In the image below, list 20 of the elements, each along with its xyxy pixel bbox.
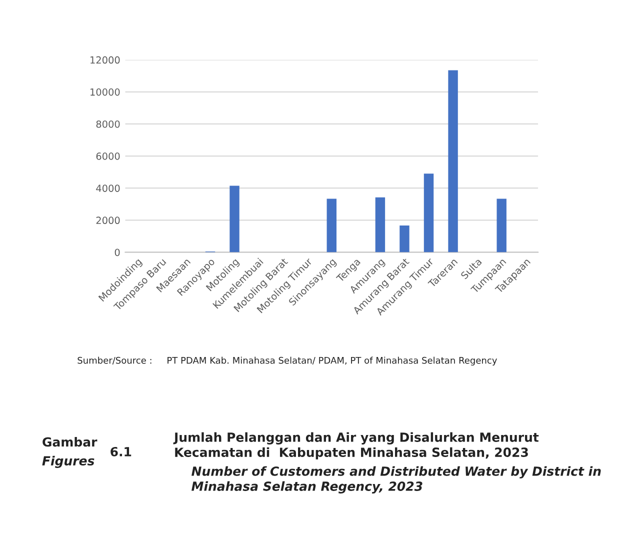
bar	[400, 225, 410, 252]
text: Jumlah Pelanggan dan Air yang Disalurkan Menurut Kecamatan di Kabupaten Minahasa Selatan, 2023	[173, 432, 539, 460]
text: Gambar	[42, 437, 98, 447]
bar	[496, 198, 506, 252]
y-tick-label: 0	[114, 248, 120, 256]
text: 6.1	[110, 446, 132, 456]
bar	[326, 198, 336, 252]
text: Sumber/Source : PT PDAM Kab. Minahasa Selatan/ PDAM, PT of Minahasa Selatan Regency	[78, 356, 497, 366]
y-tick-label: 8000	[96, 120, 120, 128]
y-tick-label: 12000	[90, 56, 120, 64]
bar	[375, 197, 386, 252]
text: Number of Customers and Distributed Water by District in Minahasa Selatan Regency, 2023	[192, 466, 601, 494]
y-tick-label: 6000	[96, 152, 120, 160]
bar	[424, 174, 434, 252]
y-tick-label: 2000	[96, 216, 120, 224]
bar	[230, 186, 240, 252]
text: Figures	[42, 456, 94, 468]
bar	[448, 70, 458, 252]
y-tick-label: 10000	[90, 88, 120, 96]
y-tick-label: 4000	[96, 184, 120, 192]
